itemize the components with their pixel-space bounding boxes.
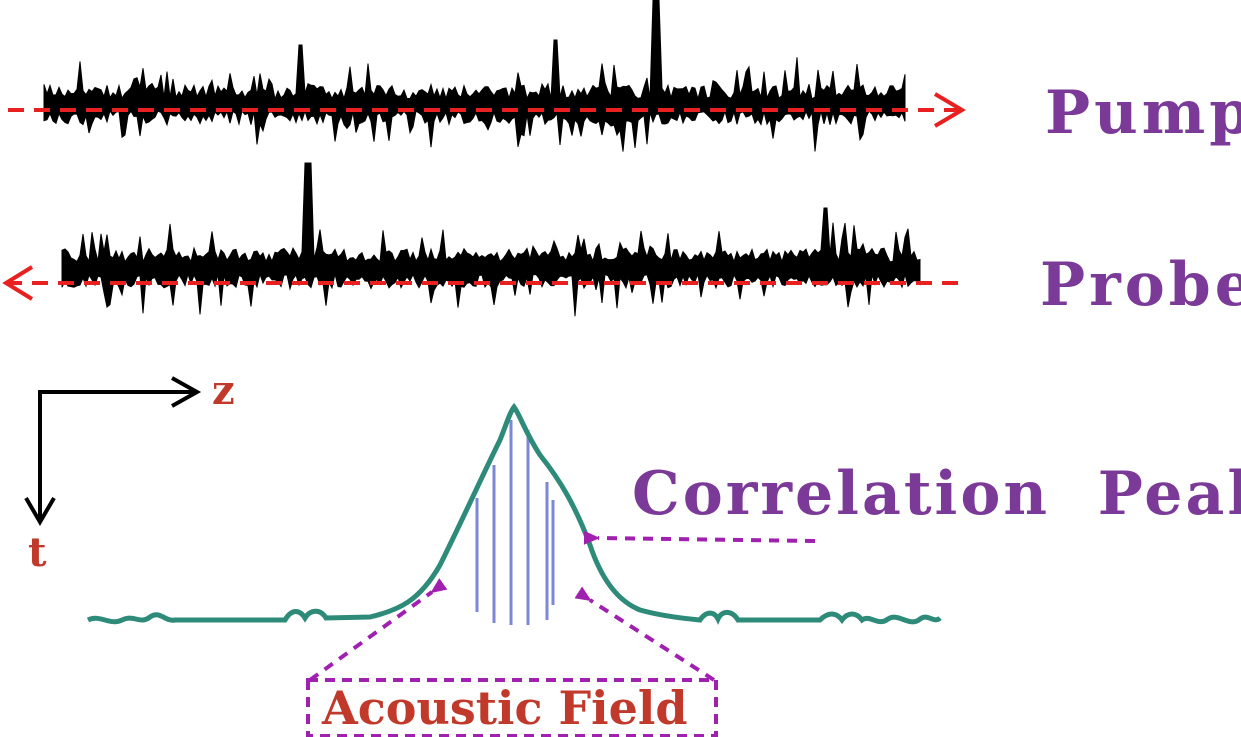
probe-signal xyxy=(6,163,960,316)
t-axis-label: t xyxy=(28,529,47,576)
pump-signal xyxy=(8,0,962,152)
acoustic-field-lines xyxy=(477,420,553,625)
pump-noise-waveform xyxy=(44,0,905,152)
axes xyxy=(26,378,197,522)
pump-label: Pump xyxy=(1045,78,1241,148)
correlation-peak-pointer xyxy=(598,538,815,541)
acoustic-field-label: Acoustic Field xyxy=(321,681,688,735)
z-axis-label: z xyxy=(212,367,235,414)
acoustic-field-pointer-left xyxy=(310,592,432,680)
probe-noise-waveform xyxy=(62,163,920,316)
correlation-peak-label: Correlation Peak xyxy=(632,459,1241,529)
probe-label: Probe xyxy=(1040,250,1241,320)
